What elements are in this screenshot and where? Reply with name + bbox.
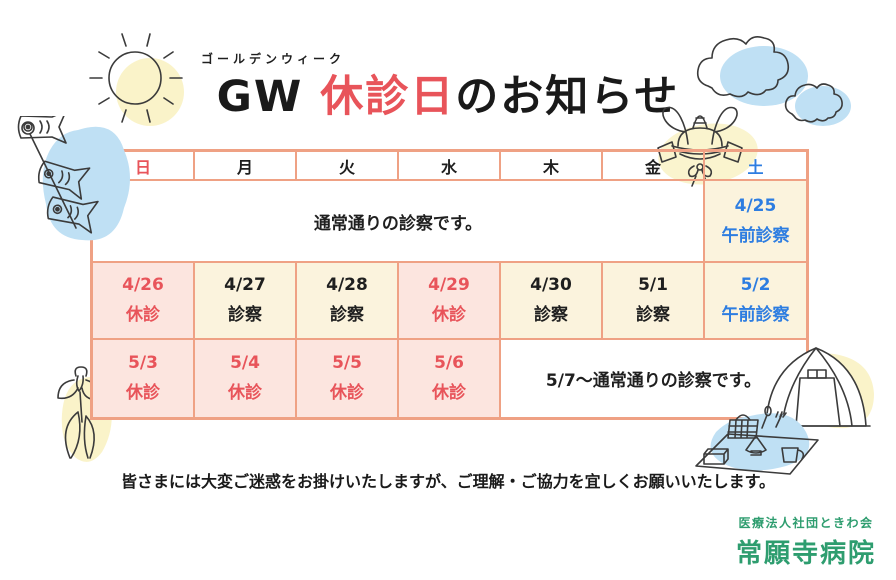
title-suffix: のお知らせ [455, 72, 680, 122]
cell-date: 5/4 [230, 353, 260, 373]
cell-status: 休診 [432, 305, 466, 325]
cell-status: 午前診察 [721, 305, 790, 325]
cell-status: 休診 [126, 305, 160, 325]
cell-apr25: 4/25 午前診察 [704, 180, 807, 262]
cell-status: 診察 [534, 305, 568, 325]
cell-may05: 5/5 休診 [296, 339, 398, 418]
cell-status: 診察 [228, 305, 262, 325]
cell-date: 5/5 [332, 353, 362, 373]
page-title: GW 休診日のお知らせ [0, 62, 896, 124]
cell-apr29: 4/29 休診 [398, 262, 500, 339]
week3-notice-text: 5/7〜通常通りの診察です。 [545, 371, 762, 391]
cell-date: 4/26 [122, 275, 164, 295]
cell-date: 5/1 [638, 275, 668, 295]
title-prefix: GW [216, 72, 321, 122]
weekday-tuesday: 火 [296, 151, 398, 180]
weekday-thursday: 木 [500, 151, 602, 180]
weekday-sunday: 日 [92, 151, 194, 180]
hospital-group-name: 医療法人社団ときわ会 [738, 516, 874, 530]
cell-apr27: 4/27 診察 [194, 262, 296, 339]
cell-may01: 5/1 診察 [602, 262, 704, 339]
cell-date: 5/6 [434, 353, 464, 373]
cell-may02: 5/2 午前診察 [704, 262, 807, 339]
cell-status: 休診 [126, 383, 160, 403]
weekday-monday: 月 [194, 151, 296, 180]
hospital-name: 常願寺病院 [735, 539, 876, 569]
cell-status: 診察 [330, 305, 364, 325]
cell-date: 5/2 [740, 275, 771, 295]
title-highlight: 休診日 [320, 72, 456, 122]
cell-date: 5/3 [128, 353, 158, 373]
cell-may03: 5/3 休診 [92, 339, 194, 418]
week1-notice-cell: 通常通りの診察です。 [92, 180, 704, 262]
cell-status: 午前診察 [721, 225, 790, 246]
hospital-signature: 医療法人社団ときわ会 常願寺病院 [736, 514, 876, 570]
week3-notice-cell: 5/7〜通常通りの診察です。 [500, 339, 807, 418]
cell-apr30: 4/30 診察 [500, 262, 602, 339]
cell-status: 休診 [330, 383, 364, 403]
cell-date: 4/30 [530, 275, 572, 295]
weekday-saturday: 土 [704, 151, 807, 180]
title-furigana: ゴールデンウィーク [201, 52, 346, 66]
cell-date: 4/27 [224, 275, 266, 295]
cell-date: 4/28 [326, 275, 368, 295]
weekday-wednesday: 水 [398, 151, 500, 180]
cell-status: 休診 [228, 383, 262, 403]
weekday-friday: 金 [602, 151, 704, 180]
cell-apr28: 4/28 診察 [296, 262, 398, 339]
apology-note: 皆さまには大変ご迷惑をお掛けいたしますが、ご理解・ご協力を宜しくお願いいたします… [120, 472, 776, 491]
cell-may06: 5/6 休診 [398, 339, 500, 418]
cell-date: 4/29 [428, 275, 470, 295]
gw-calendar-table: 日 月 火 水 木 金 土 通常通りの診察です。 4/25 午前診察 4/26 … [90, 149, 809, 420]
cell-may04: 5/4 休診 [194, 339, 296, 418]
cell-date: 4/25 [734, 195, 777, 216]
cell-status: 診察 [636, 305, 670, 325]
cell-apr26: 4/26 休診 [92, 262, 194, 339]
week1-notice-text: 通常通りの診察です。 [313, 213, 483, 234]
cell-status: 休診 [432, 383, 466, 403]
